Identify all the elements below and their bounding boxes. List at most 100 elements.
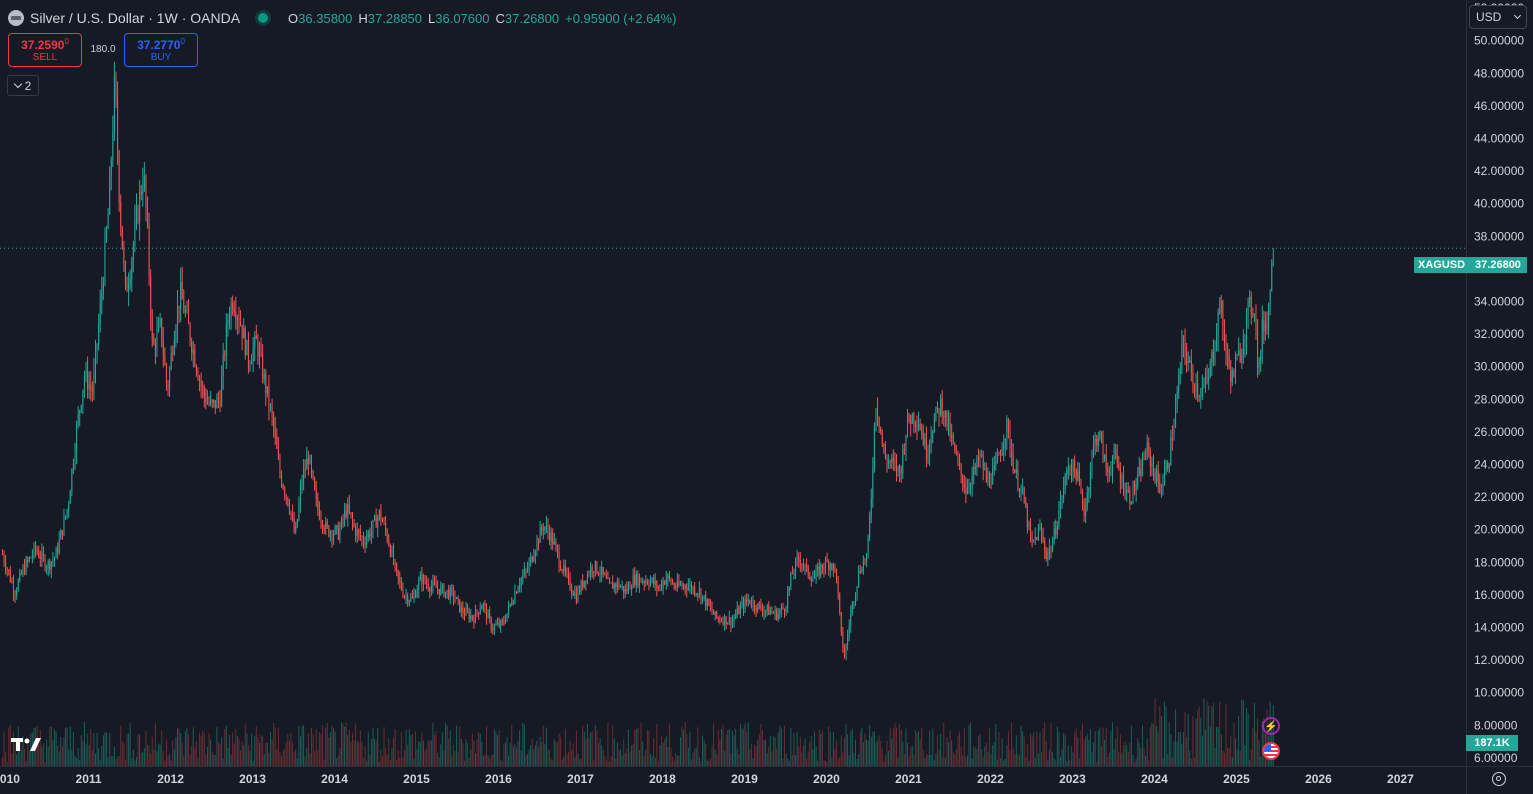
candle-body [832,564,834,570]
silver-symbol-icon[interactable] [8,10,24,26]
volume-bar [1041,752,1043,766]
volume-bar [533,749,535,766]
price-chart[interactable] [0,0,1466,770]
volume-bar [1063,733,1065,766]
candle-body [886,457,888,464]
candle-body [862,560,864,572]
volume-bar [359,730,361,766]
sell-button[interactable]: 37.25900 SELL [8,33,82,67]
candle-body [470,615,472,620]
candle-body [337,525,339,540]
volume-bar [695,747,697,766]
price-axis[interactable] [1466,0,1533,770]
candle-body [899,465,901,472]
buy-button[interactable]: 37.27700 BUY [124,33,198,67]
candle-body [184,311,186,313]
volume-bar [276,749,278,766]
volume-bar [252,760,254,766]
candle-body [661,584,663,589]
candle-body [219,400,221,407]
volume-bar [388,737,390,766]
candle-body [1004,438,1006,446]
volume-bar [777,732,779,766]
volume-bar [921,727,923,766]
volume-bar [353,740,355,766]
candle-body [241,324,243,339]
candle-body [251,361,253,364]
candle-body [120,202,122,227]
volume-bar [293,752,295,766]
candle-body [419,574,421,581]
candle-body [213,400,215,403]
candle-body [303,469,305,483]
volume-bar [312,733,314,766]
candle-body [88,384,90,390]
candle-body [117,100,119,154]
indicators-collapse-button[interactable]: 2 [7,75,39,96]
candle-body [525,570,527,572]
volume-bar [348,729,350,766]
candle-body [1164,471,1166,484]
candle-body [1149,450,1151,467]
candle-body [804,564,806,568]
symbol-title[interactable]: Silver / U.S. Dollar · 1W · OANDA [30,10,241,26]
candle-body [653,578,655,585]
volume-bar [836,740,838,766]
volume-bar [14,739,16,766]
volume-bar [422,740,424,766]
volume-bar [94,753,96,766]
volume-bar [175,737,177,766]
volume-bar [1250,749,1252,766]
candle-body [798,557,800,560]
volume-bar [1080,730,1082,766]
volume-bar [427,740,429,766]
candle-body [128,285,130,292]
candle-body [834,564,836,570]
volume-bar [911,745,913,766]
volume-bar [329,732,331,766]
volume-bar [558,733,560,766]
time-axis[interactable] [0,766,1466,794]
candle-body [46,568,48,570]
volume-bar [210,739,212,766]
volume-bar [929,730,931,766]
candle-body [200,379,202,386]
candle-body [307,458,309,464]
settings-icon[interactable] [1492,772,1506,786]
lightning-event-icon[interactable]: ⚡ [1262,717,1280,735]
volume-bar [1189,750,1191,766]
candle-body [919,424,921,431]
volume-bar [897,757,899,766]
volume-bar [20,749,22,766]
tradingview-logo-icon[interactable] [10,735,44,753]
volume-bar [886,740,888,766]
volume-bar [143,748,145,766]
volume-bar [971,758,973,766]
volume-bar [1132,755,1134,766]
volume-bar [255,726,257,766]
candle-body [404,596,406,598]
volume-bar [774,736,776,766]
candle-body [705,595,707,607]
volume-bar [634,729,636,766]
volume-bar [1220,735,1222,766]
volume-bar [404,750,406,766]
candle-body [534,551,536,557]
volume-bar [549,750,551,766]
volume-bar [574,756,576,766]
volume-bar [356,740,358,766]
candle-body [848,625,850,636]
candle-body [1167,462,1169,469]
candle-body [80,405,82,411]
currency-select[interactable]: USD [1469,5,1527,29]
us-flag-event-icon[interactable] [1262,742,1280,760]
volume-bar [612,725,614,766]
volume-bar [1018,755,1020,766]
candle-body [489,612,491,619]
candle-body [536,539,538,552]
volume-bar [809,742,811,766]
volume-bar [728,728,730,766]
candle-body [763,610,765,613]
candle-body [107,214,109,229]
candle-body [479,609,481,614]
